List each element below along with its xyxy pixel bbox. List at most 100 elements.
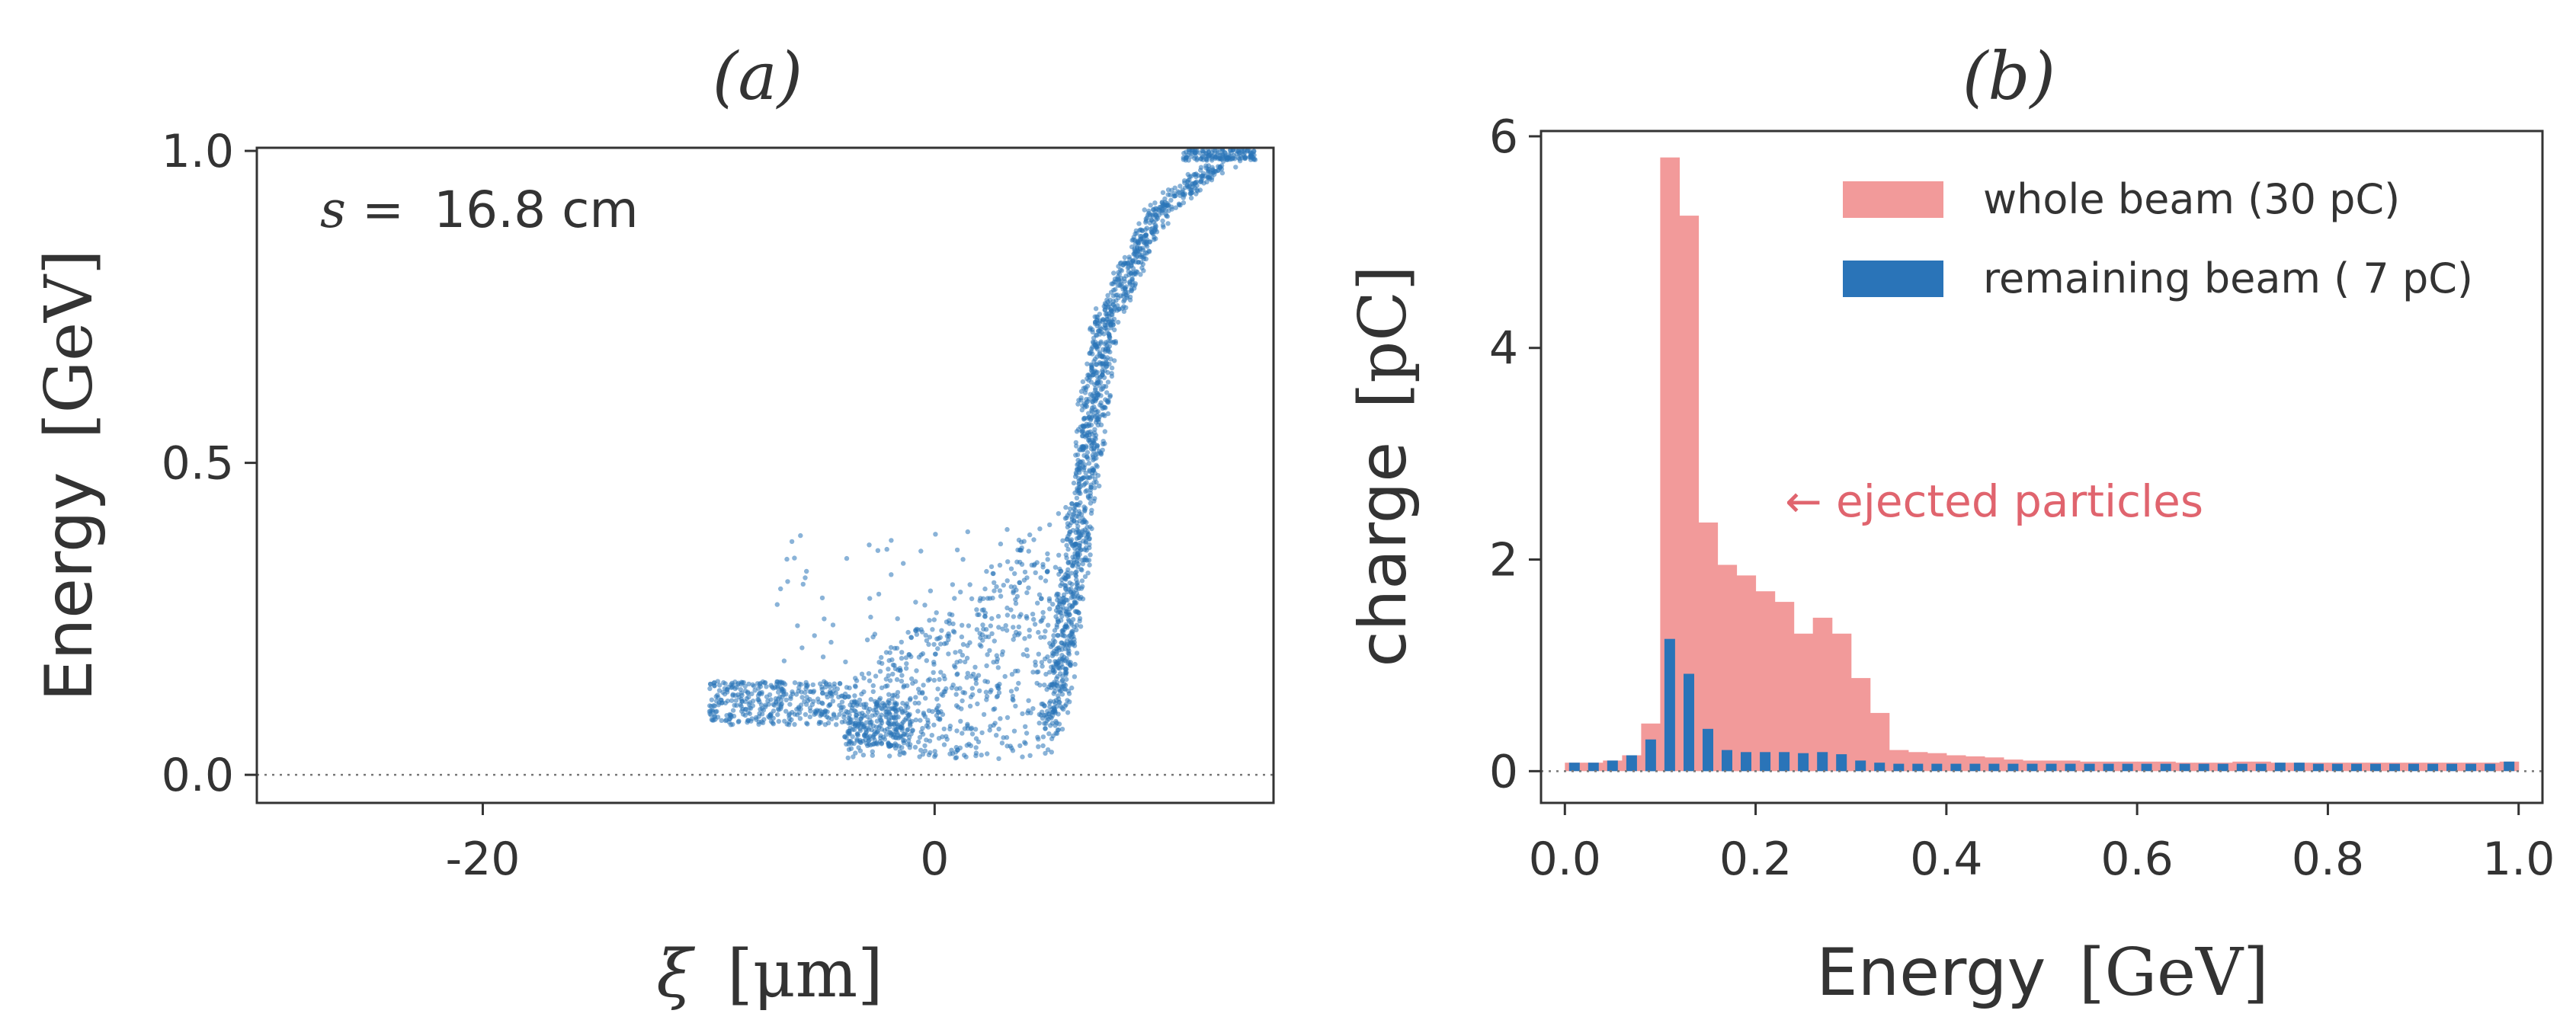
scatter-point [1064, 676, 1069, 683]
scatter-point [1113, 286, 1118, 293]
scatter-point [1040, 743, 1046, 749]
scatter-point [899, 650, 905, 655]
scatter-point [879, 685, 885, 691]
scatter-point [940, 692, 946, 699]
scatter-point [781, 658, 787, 663]
scatter-point [1165, 187, 1171, 193]
scatter-point [834, 715, 839, 721]
scatter-point [776, 718, 781, 724]
scatter-point [1072, 674, 1078, 679]
scatter-point [1074, 651, 1080, 656]
scatter-point [995, 665, 1001, 670]
scatter-point [1082, 404, 1088, 410]
bar-remaining-beam [1950, 763, 1962, 772]
scatter-point [747, 711, 753, 717]
scatter-point [981, 626, 986, 632]
scatter-point [1181, 155, 1187, 161]
scatter-point [1072, 510, 1077, 516]
scatter-point [1194, 157, 1200, 163]
scatter-point [886, 673, 891, 679]
bar-remaining-beam [1607, 760, 1618, 772]
scatter-point [1046, 658, 1053, 664]
scatter-point [798, 532, 803, 539]
scatter-point [843, 659, 848, 665]
scatter-point [1079, 578, 1085, 584]
scatter-point [837, 681, 843, 686]
scatter-point [1148, 213, 1153, 218]
scatter-point [1032, 561, 1037, 567]
scatter-point [1064, 670, 1069, 676]
scatter-point [1200, 171, 1206, 176]
scatter-point [1039, 596, 1044, 601]
scatter-point [716, 702, 721, 708]
scatter-point [822, 708, 828, 714]
scatter-point [807, 689, 812, 695]
scatter-point [1140, 248, 1146, 253]
scatter-point [1011, 625, 1016, 630]
scatter-point [1071, 480, 1077, 486]
bar-remaining-beam [2465, 763, 2477, 772]
scatter-point [1058, 610, 1064, 616]
scatter-point [1042, 683, 1047, 688]
scatter-point [923, 632, 928, 638]
scatter-point [1047, 606, 1053, 612]
scatter-point [756, 686, 761, 691]
scatter-point [1242, 150, 1248, 156]
scatter-point [1103, 347, 1108, 352]
panel-b-bars-remaining [1568, 638, 2515, 772]
scatter-point [778, 698, 783, 703]
scatter-point [920, 690, 925, 696]
scatter-point [879, 706, 885, 711]
scatter-point [973, 675, 979, 681]
scatter-point [856, 719, 862, 724]
scatter-point [1051, 633, 1056, 638]
scatter-point [1056, 511, 1062, 516]
scatter-point [722, 692, 728, 697]
scatter-point [1088, 327, 1093, 332]
scatter-point [1113, 339, 1119, 344]
scatter-point [999, 740, 1005, 746]
scatter-point [803, 575, 808, 580]
scatter-point [1054, 591, 1060, 596]
scatter-point [1067, 699, 1072, 705]
scatter-point [905, 727, 910, 733]
scatter-point [783, 697, 789, 702]
scatter-point [1060, 629, 1066, 635]
scatter-point [1045, 747, 1051, 753]
scatter-point [918, 747, 924, 753]
scatter-point [1114, 308, 1120, 313]
scatter-point [1096, 448, 1102, 454]
scatter-point [1079, 568, 1085, 573]
scatter-point [940, 734, 945, 740]
scatter-point [1123, 305, 1129, 310]
scatter-point [847, 685, 852, 691]
scatter-point [1165, 200, 1170, 206]
scatter-point [803, 711, 809, 718]
scatter-point [898, 667, 903, 673]
bar-remaining-beam [2446, 763, 2458, 772]
scatter-point [1133, 228, 1139, 234]
scatter-point [1216, 150, 1222, 155]
scatter-point [918, 718, 923, 723]
scatter-point [792, 721, 797, 727]
scatter-point [774, 602, 780, 607]
scatter-point [1250, 155, 1255, 161]
scatter-point [1030, 670, 1036, 675]
scatter-point [1053, 564, 1059, 570]
panel-a-label: (a) [713, 39, 803, 115]
scatter-point [922, 603, 928, 608]
scatter-point [850, 734, 855, 740]
scatter-point [1054, 720, 1059, 726]
scatter-point [1088, 552, 1093, 558]
bar-remaining-beam [1836, 754, 1847, 772]
scatter-point [842, 734, 847, 740]
scatter-point [1062, 583, 1068, 588]
scatter-point [1073, 440, 1079, 446]
scatter-point [708, 682, 713, 687]
scatter-point [1064, 555, 1069, 561]
scatter-point [928, 588, 934, 593]
scatter-point [1087, 542, 1092, 548]
scatter-point [1104, 361, 1110, 367]
scatter-point [1074, 569, 1079, 574]
legend-swatch-whole [1843, 181, 1943, 218]
